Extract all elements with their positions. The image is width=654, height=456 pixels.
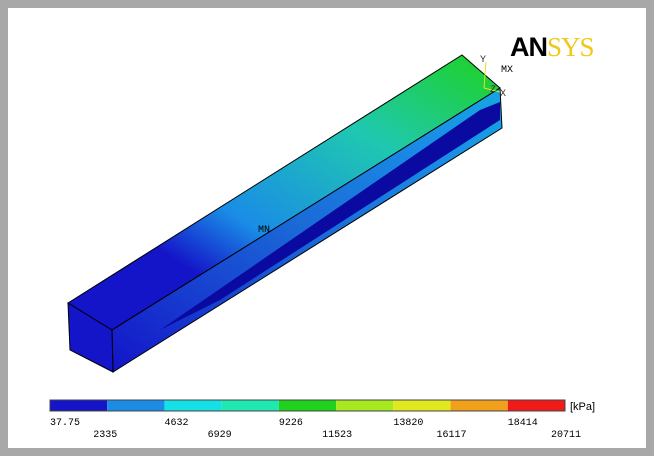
min-marker: MN bbox=[258, 225, 270, 236]
legend-label: 13820 bbox=[393, 418, 423, 429]
legend-swatch bbox=[336, 400, 393, 411]
axis-x: X bbox=[500, 89, 506, 100]
screen: MN MX Y Z X ANSYS 37.75 2335 4632 6929 9226 1… bbox=[0, 0, 654, 456]
legend-swatch bbox=[451, 400, 508, 411]
legend-swatch bbox=[164, 400, 221, 411]
legend-label: 16117 bbox=[437, 430, 467, 441]
legend-swatch bbox=[279, 400, 336, 411]
legend-label: 18414 bbox=[508, 418, 538, 429]
legend-swatch bbox=[50, 400, 107, 411]
axis-y: Y bbox=[480, 55, 486, 66]
legend-swatch bbox=[222, 400, 279, 411]
legend-unit: [kPa] bbox=[570, 401, 595, 413]
legend-label: 11523 bbox=[322, 430, 352, 441]
logo-part: SYS bbox=[547, 32, 594, 62]
legend-label: 6929 bbox=[208, 430, 232, 441]
legend-swatch bbox=[393, 400, 450, 411]
max-marker: MX bbox=[501, 65, 513, 76]
legend-swatch bbox=[508, 400, 565, 411]
legend-label: 9226 bbox=[279, 418, 303, 429]
legend-label: 2335 bbox=[93, 430, 117, 441]
logo: ANSYS bbox=[510, 32, 594, 62]
legend-swatch bbox=[107, 400, 164, 411]
legend-label: 37.75 bbox=[50, 418, 80, 429]
legend-label: 20711 bbox=[551, 430, 581, 441]
legend-label: 4632 bbox=[164, 418, 188, 429]
axis-z: Z bbox=[490, 85, 496, 96]
logo-part: AN bbox=[510, 32, 547, 62]
